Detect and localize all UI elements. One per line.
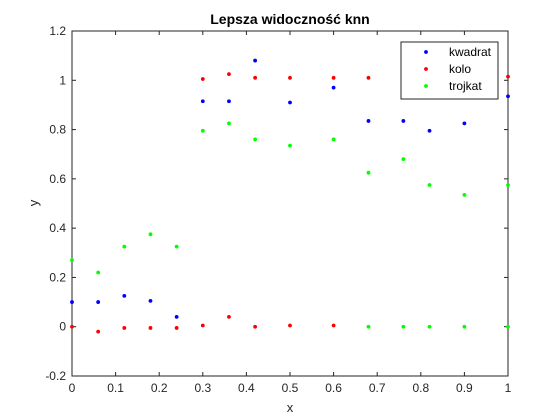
legend-label: kwadrat: [449, 45, 492, 59]
x-tick-label: 0.6: [325, 381, 342, 395]
data-point-kwadrat: [200, 99, 205, 104]
data-point-kwadrat: [227, 99, 231, 104]
data-point-trojkat: [96, 270, 101, 275]
legend-marker: [424, 67, 428, 71]
data-point-trojkat: [462, 324, 467, 329]
y-tick-label: 0.4: [49, 221, 66, 235]
data-point-kwadrat: [366, 119, 371, 123]
data-point-kwadrat: [96, 300, 101, 304]
data-point-kolo: [200, 323, 205, 328]
data-point-kolo: [288, 75, 292, 80]
data-point-trojkat: [506, 324, 510, 329]
chart-title: Lepsza widoczność knn: [210, 11, 369, 27]
data-point-kwadrat: [506, 94, 510, 99]
legend-label: trojkat: [449, 79, 482, 93]
data-point-trojkat: [174, 244, 179, 249]
data-point-kolo: [96, 329, 101, 334]
data-point-kolo: [70, 324, 74, 329]
data-point-trojkat: [227, 121, 231, 126]
x-tick-label: 0.2: [151, 381, 168, 395]
x-tick-label: 0.1: [107, 381, 124, 395]
legend-box: [400, 41, 499, 100]
y-tick-label: 0: [59, 320, 66, 334]
data-point-trojkat: [148, 232, 153, 237]
legend-label: kolo: [449, 62, 471, 76]
legend-marker: [424, 50, 428, 54]
x-tick-label: 0.7: [369, 381, 386, 395]
x-tick-label: 0.3: [194, 381, 211, 395]
data-point-kolo: [148, 326, 153, 330]
data-point-trojkat: [70, 258, 74, 263]
data-point-trojkat: [122, 244, 127, 249]
data-point-trojkat: [253, 137, 258, 142]
data-point-kolo: [331, 323, 336, 328]
data-point-kolo: [253, 75, 258, 80]
y-axis-label: y: [26, 199, 41, 206]
legend-marker: [424, 84, 428, 88]
y-tick-label: 1: [59, 73, 66, 87]
y-tick-label: -0.2: [45, 369, 66, 383]
y-tick-label: 0.6: [49, 172, 66, 186]
y-tick-label: 1.2: [49, 24, 66, 38]
data-points: [70, 58, 510, 334]
data-point-kwadrat: [122, 294, 127, 298]
x-tick-label: 0.8: [412, 381, 429, 395]
data-point-kolo: [331, 75, 336, 80]
y-tick-label: 0.8: [49, 123, 66, 137]
data-point-kolo: [200, 77, 205, 81]
data-point-trojkat: [427, 324, 432, 329]
data-point-kolo: [227, 72, 231, 77]
x-axis-label: x: [287, 400, 294, 415]
data-point-kolo: [174, 326, 179, 330]
y-tick-label: 0.2: [49, 270, 66, 284]
data-point-trojkat: [462, 192, 467, 197]
data-point-trojkat: [506, 183, 510, 187]
data-point-kwadrat: [288, 100, 292, 105]
data-point-trojkat: [331, 137, 336, 142]
data-point-trojkat: [427, 183, 432, 187]
data-point-kwadrat: [148, 298, 153, 303]
data-point-kolo: [288, 323, 292, 328]
x-tick-label: 0.4: [238, 381, 255, 395]
data-point-kwadrat: [462, 121, 467, 126]
data-point-kolo: [366, 75, 371, 80]
data-point-trojkat: [401, 324, 406, 329]
data-point-kwadrat: [427, 128, 432, 133]
legend: kwadrat kolo trojkat: [400, 41, 499, 100]
data-point-kolo: [506, 74, 510, 79]
data-point-kolo: [122, 326, 127, 330]
x-tick-label: 0.9: [456, 381, 473, 395]
data-point-kwadrat: [174, 314, 179, 319]
data-point-kwadrat: [70, 300, 74, 304]
data-point-kolo: [227, 314, 231, 319]
x-tick-label: 0: [69, 381, 76, 395]
data-point-trojkat: [366, 324, 371, 329]
data-point-trojkat: [366, 170, 371, 175]
x-tick-label: 1: [505, 381, 512, 395]
x-tick-label: 0.5: [282, 381, 299, 395]
data-point-trojkat: [401, 157, 406, 162]
data-point-trojkat: [288, 143, 292, 148]
data-point-kolo: [253, 324, 258, 329]
data-point-kwadrat: [401, 119, 406, 123]
axis-ticks: 0 0.1 0.2 0.3 0.4 0.5 0.6 0.7 0.8 0.9 1-0.200.20.4…: [45, 24, 511, 395]
data-point-kwadrat: [331, 85, 336, 90]
data-point-kwadrat: [253, 58, 258, 63]
data-point-trojkat: [200, 128, 205, 133]
